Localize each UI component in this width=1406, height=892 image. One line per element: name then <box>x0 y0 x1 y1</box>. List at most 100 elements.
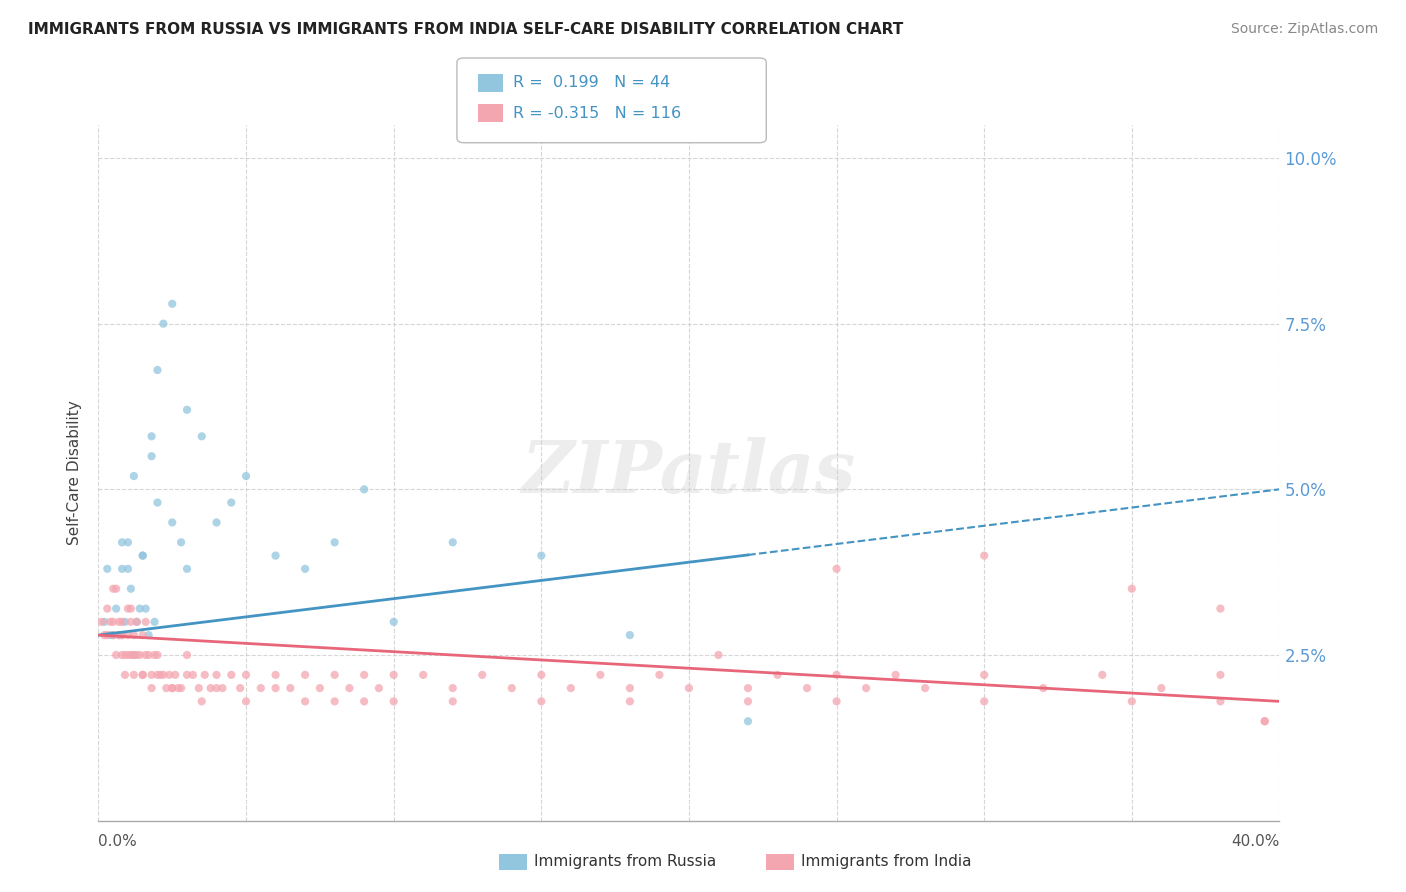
Point <box>339 681 360 695</box>
Point <box>264 549 287 563</box>
Point <box>120 582 142 596</box>
Point <box>219 668 242 682</box>
Point <box>796 681 818 695</box>
Point <box>138 648 160 662</box>
Point <box>737 714 759 729</box>
Point <box>737 681 759 695</box>
Point <box>294 668 316 682</box>
Point <box>914 681 936 695</box>
Point <box>294 562 316 576</box>
Point <box>132 549 155 563</box>
Point <box>187 681 209 695</box>
Point <box>120 648 142 662</box>
Point <box>294 694 316 708</box>
Point <box>530 694 553 708</box>
Point <box>323 668 346 682</box>
Point <box>117 648 139 662</box>
Point <box>1121 694 1143 708</box>
Point <box>117 628 139 642</box>
Point <box>678 681 700 695</box>
Point <box>235 668 257 682</box>
Point <box>235 469 257 483</box>
Point <box>530 549 553 563</box>
Point <box>122 628 145 642</box>
Text: R = -0.315   N = 116: R = -0.315 N = 116 <box>513 106 682 120</box>
Point <box>90 615 112 629</box>
Point <box>323 535 346 549</box>
Point <box>114 648 136 662</box>
Point <box>122 469 145 483</box>
Point <box>117 601 139 615</box>
Point <box>111 535 134 549</box>
Point <box>1150 681 1173 695</box>
Text: 40.0%: 40.0% <box>1232 834 1279 849</box>
Point <box>176 668 198 682</box>
Point <box>884 668 907 682</box>
Point <box>155 681 177 695</box>
Point <box>108 628 131 642</box>
Point <box>200 681 222 695</box>
Text: Source: ZipAtlas.com: Source: ZipAtlas.com <box>1230 22 1378 37</box>
Point <box>120 601 142 615</box>
Point <box>530 668 553 682</box>
Point <box>96 562 118 576</box>
Point <box>1091 668 1114 682</box>
Point <box>205 668 228 682</box>
Point <box>103 582 125 596</box>
Point <box>619 681 641 695</box>
Point <box>122 668 145 682</box>
Point <box>176 648 198 662</box>
Point <box>141 668 163 682</box>
Point <box>105 601 128 615</box>
Point <box>191 429 214 443</box>
Point <box>973 668 995 682</box>
Point <box>141 449 163 463</box>
Text: R =  0.199   N = 44: R = 0.199 N = 44 <box>513 76 671 90</box>
Point <box>146 363 169 377</box>
Point <box>235 694 257 708</box>
Text: ZIPatlas: ZIPatlas <box>522 437 856 508</box>
Point <box>103 628 125 642</box>
Point <box>167 681 190 695</box>
Point <box>1209 668 1232 682</box>
Point <box>146 668 169 682</box>
Text: 0.0%: 0.0% <box>98 834 138 849</box>
Point <box>264 668 287 682</box>
Point <box>111 648 134 662</box>
Point <box>138 628 160 642</box>
Text: IMMIGRANTS FROM RUSSIA VS IMMIGRANTS FROM INDIA SELF-CARE DISABILITY CORRELATION: IMMIGRANTS FROM RUSSIA VS IMMIGRANTS FRO… <box>28 22 904 37</box>
Point <box>132 549 155 563</box>
Point <box>132 628 155 642</box>
Point <box>264 681 287 695</box>
Point <box>382 668 405 682</box>
Point <box>205 516 228 530</box>
Point <box>96 628 118 642</box>
Point <box>125 648 148 662</box>
Point <box>1254 714 1277 729</box>
Point <box>98 615 121 629</box>
Point <box>1121 582 1143 596</box>
Point <box>1032 681 1054 695</box>
Point <box>1209 601 1232 615</box>
Point <box>117 535 139 549</box>
Point <box>176 402 198 417</box>
Point <box>152 668 174 682</box>
Point <box>93 628 115 642</box>
Point <box>143 648 166 662</box>
Point <box>1254 714 1277 729</box>
Point <box>103 615 125 629</box>
Point <box>111 628 134 642</box>
Point <box>211 681 233 695</box>
Point <box>219 495 242 509</box>
Point <box>1209 694 1232 708</box>
Point <box>125 615 148 629</box>
Point <box>501 681 523 695</box>
Point <box>120 615 142 629</box>
Point <box>149 668 172 682</box>
Point <box>117 562 139 576</box>
Point <box>141 681 163 695</box>
Point <box>128 648 150 662</box>
Point <box>368 681 391 695</box>
Point <box>619 628 641 642</box>
Point <box>98 628 121 642</box>
